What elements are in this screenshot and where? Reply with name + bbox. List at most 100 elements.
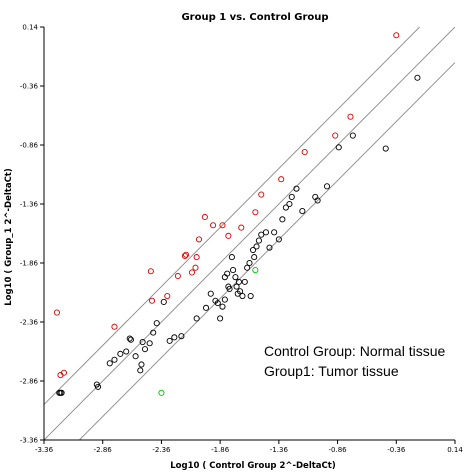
data-point-unchanged <box>171 334 178 341</box>
y-tick-label: -2.36 <box>20 319 39 327</box>
data-point-unchanged <box>58 389 65 396</box>
x-tick-label: 0.14 <box>447 446 463 454</box>
data-point-up <box>393 32 400 39</box>
data-point-unchanged <box>247 292 254 300</box>
data-point-unchanged <box>111 356 118 363</box>
data-point-unchanged <box>221 296 228 303</box>
data-point-unchanged <box>166 337 173 344</box>
data-point-unchanged <box>244 264 251 271</box>
data-point-up <box>147 268 154 275</box>
data-point-unchanged <box>139 339 146 346</box>
data-point-unchanged <box>150 329 157 336</box>
data-point-unchanged <box>137 367 144 374</box>
data-point-up <box>174 272 181 280</box>
data-point-unchanged <box>94 383 102 390</box>
data-point-unchanged <box>232 274 239 281</box>
reference-line-1 <box>44 27 421 405</box>
data-point-unchanged <box>217 315 224 322</box>
data-point-unchanged <box>293 185 300 192</box>
data-point-up <box>193 254 200 261</box>
data-point-unchanged <box>335 144 342 151</box>
data-point-up <box>148 297 156 304</box>
data-point-up <box>181 252 188 259</box>
chart-title: Group 1 vs. Control Group <box>181 12 328 23</box>
data-point-unchanged <box>160 298 167 305</box>
data-point-unchanged <box>138 361 145 368</box>
y-tick-label: -0.36 <box>20 83 39 91</box>
data-point-up <box>219 222 226 229</box>
y-tick-label: -1.36 <box>20 201 39 209</box>
data-point-up <box>53 309 60 316</box>
data-point-unchanged <box>262 229 269 236</box>
data-point-unchanged <box>279 216 286 223</box>
data-point-unchanged <box>239 292 246 300</box>
x-tick-label: -0.86 <box>329 446 348 454</box>
plot-area: -3.36 -2.86 -2.36 -1.86 -1.36 -0.86 -0.36 0.14 -… <box>20 24 463 455</box>
data-point-up <box>164 292 171 300</box>
data-point-up <box>278 176 285 183</box>
data-point-unchanged <box>323 183 331 190</box>
data-point-unchanged <box>253 243 260 250</box>
data-point-unchanged <box>241 278 248 285</box>
y-axis-label: Log10 ( Group_1 2^-DeltaCt) <box>4 168 14 306</box>
data-point-unchanged <box>219 303 226 310</box>
x-tick-label: -2.86 <box>94 446 113 454</box>
data-point-unchanged <box>126 335 133 342</box>
data-point-unchanged <box>414 74 421 81</box>
data-point-unchanged <box>251 254 258 261</box>
data-point-unchanged <box>214 300 221 307</box>
data-point-up <box>183 251 190 258</box>
data-point-unchanged <box>382 145 389 152</box>
data-point-unchanged <box>228 254 235 261</box>
data-point-up <box>252 209 259 216</box>
data-point-unchanged <box>249 246 257 254</box>
y-tick-label: 0.14 <box>22 24 38 32</box>
data-point-down <box>158 389 165 396</box>
data-point-unchanged <box>224 270 231 277</box>
x-tick-label: -1.36 <box>270 446 289 454</box>
data-point-unchanged <box>127 336 134 343</box>
x-tick-label: -1.86 <box>211 446 230 454</box>
data-point-up <box>238 224 245 231</box>
data-point-unchanged <box>266 244 273 251</box>
reference-line-0 <box>44 27 455 440</box>
data-point-unchanged <box>117 350 124 357</box>
x-tick-label: -0.36 <box>387 446 406 454</box>
data-point-unchanged <box>349 132 356 139</box>
data-point-up <box>60 369 68 376</box>
data-point-unchanged <box>258 231 265 238</box>
data-point-unchanged <box>123 348 130 355</box>
data-point-unchanged <box>237 288 244 295</box>
data-point-unchanged <box>141 346 149 353</box>
data-point-unchanged <box>207 290 214 297</box>
data-point-up <box>201 213 208 221</box>
data-point-unchanged <box>230 267 237 274</box>
y-tick-label: -1.86 <box>20 260 39 268</box>
data-point-unchanged <box>314 197 321 204</box>
data-point-up <box>195 236 203 243</box>
data-point-unchanged <box>193 315 200 322</box>
data-point-up <box>258 191 265 198</box>
data-point-up <box>347 113 354 120</box>
data-point-up <box>192 264 199 271</box>
data-point-unchanged <box>178 333 185 340</box>
data-point-down <box>252 267 259 274</box>
data-point-up <box>188 269 196 276</box>
data-point-unchanged <box>226 285 233 293</box>
data-point-unchanged <box>288 193 295 200</box>
data-point-unchanged <box>233 283 240 290</box>
annotation-control-group: Control Group: Normal tissue <box>264 343 446 359</box>
y-tick-label: -2.86 <box>20 378 39 386</box>
data-point-up <box>332 132 339 139</box>
data-point-up <box>111 323 118 330</box>
data-point-unchanged <box>255 237 262 244</box>
data-point-unchanged <box>271 229 278 236</box>
y-tick-label: -0.86 <box>20 142 39 150</box>
data-point-up <box>225 232 232 239</box>
data-point-unchanged <box>282 204 289 211</box>
x-tick-label: -2.36 <box>152 446 171 454</box>
y-tick-label: -3.36 <box>20 437 39 445</box>
data-point-unchanged <box>153 320 160 327</box>
annotation-group1: Group1: Tumor tissue <box>264 363 399 379</box>
